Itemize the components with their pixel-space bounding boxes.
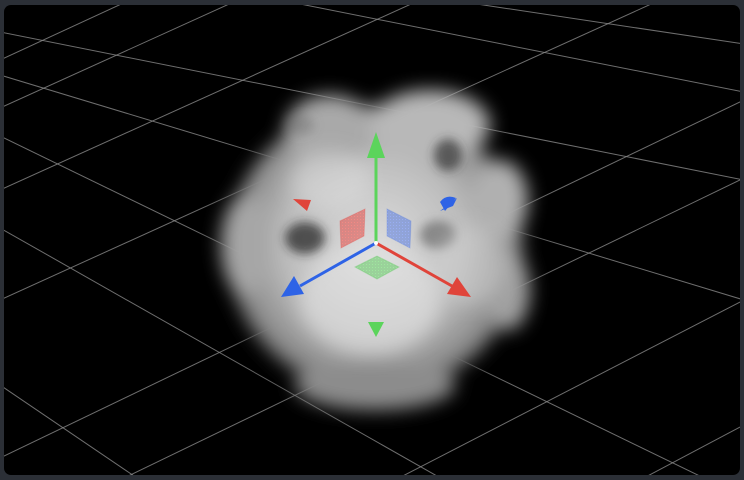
transform-gizmo[interactable] — [281, 132, 471, 337]
z-axis-line — [299, 241, 377, 288]
neg-y-cone — [368, 322, 384, 337]
z-axis-arrow — [281, 276, 304, 297]
gizmo-pivot — [374, 241, 378, 245]
x-axis-line — [375, 241, 453, 288]
y-axis-arrow — [367, 132, 385, 158]
xy-plane-handle — [339, 208, 366, 249]
yz-plane-handle — [386, 208, 412, 249]
neg-x-cone — [293, 199, 311, 211]
cloud-object — [221, 90, 530, 410]
neg-z-cone-body — [440, 196, 456, 211]
xz-plane-handle — [353, 255, 401, 280]
scene-canvas[interactable] — [4, 5, 740, 475]
3d-viewport[interactable] — [4, 5, 740, 475]
x-axis-arrow — [447, 277, 471, 297]
